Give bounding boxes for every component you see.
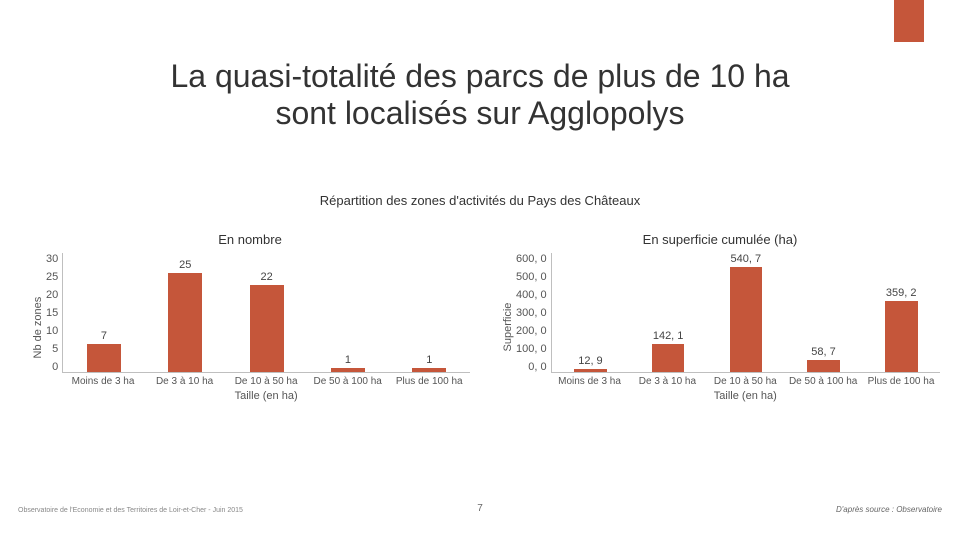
xtick-label: De 50 à 100 ha (784, 376, 862, 388)
chart-right-plot: 12, 9 142, 1 540, 7 58, 7 359, 2 (551, 253, 940, 373)
ytick-label: 200, 0 (516, 325, 547, 337)
chart-left-plot: 7 25 22 1 1 (62, 253, 470, 373)
ytick-label: 0 (52, 361, 58, 373)
chart-left-xaxis: Moins de 3 haDe 3 à 10 haDe 10 à 50 haDe… (62, 376, 470, 388)
title-line-2: sont localisés sur Agglopolys (0, 95, 960, 132)
bar-column: 25 (145, 253, 226, 372)
charts-row: En nombre Nb de zones 30 25 20 15 10 5 0 7 25 22… (30, 232, 940, 402)
bar-value-label: 540, 7 (731, 253, 762, 265)
chart-right-xaxis-title: Taille (en ha) (551, 390, 940, 402)
bar-column: 1 (307, 253, 388, 372)
ytick-label: 15 (46, 307, 58, 319)
bar-rect (885, 301, 918, 372)
bar-value-label: 58, 7 (811, 346, 835, 358)
xtick-label: De 3 à 10 ha (628, 376, 706, 388)
bar-rect (574, 369, 607, 372)
xtick-label: Moins de 3 ha (551, 376, 629, 388)
bar-value-label: 1 (345, 354, 351, 366)
xtick-label: De 10 à 50 ha (225, 376, 307, 388)
bar-rect (412, 368, 446, 372)
xtick-label: Moins de 3 ha (62, 376, 144, 388)
bar-value-label: 359, 2 (886, 287, 917, 299)
ytick-label: 10 (46, 325, 58, 337)
bar-value-label: 142, 1 (653, 330, 684, 342)
chart-right-yaxis: 600, 0 500, 0 400, 0 300, 0 200, 0 100, 0 0, 0 (516, 253, 551, 373)
chart-right-ylabel: Superficie (500, 253, 516, 402)
ytick-label: 30 (46, 253, 58, 265)
ytick-label: 300, 0 (516, 307, 547, 319)
bar-column: 142, 1 (629, 253, 707, 372)
footer-right: D'après source : Observatoire (836, 505, 942, 514)
page-title: La quasi-totalité des parcs de plus de 1… (0, 58, 960, 132)
chart-left-title: En nombre (30, 232, 470, 247)
bar-column: 12, 9 (552, 253, 630, 372)
ytick-label: 5 (52, 343, 58, 355)
chart-left-xaxis-title: Taille (en ha) (62, 390, 470, 402)
chart-left-ylabel: Nb de zones (30, 253, 46, 402)
page-number: 7 (477, 503, 483, 514)
chart-right-xaxis: Moins de 3 haDe 3 à 10 haDe 10 à 50 haDe… (551, 376, 940, 388)
ytick-label: 100, 0 (516, 343, 547, 355)
ytick-label: 500, 0 (516, 271, 547, 283)
ytick-label: 20 (46, 289, 58, 301)
xtick-label: De 3 à 10 ha (144, 376, 226, 388)
chart-right-title: En superficie cumulée (ha) (500, 232, 940, 247)
bar-rect (652, 344, 685, 372)
bar-value-label: 25 (179, 259, 191, 271)
bar-column: 1 (389, 253, 470, 372)
bar-value-label: 7 (101, 330, 107, 342)
ytick-label: 25 (46, 271, 58, 283)
chart-left: En nombre Nb de zones 30 25 20 15 10 5 0 7 25 22… (30, 232, 470, 402)
bar-column: 58, 7 (785, 253, 863, 372)
ytick-label: 400, 0 (516, 289, 547, 301)
bar-rect (250, 285, 284, 372)
bar-column: 7 (63, 253, 144, 372)
bar-column: 359, 2 (862, 253, 940, 372)
footer-left: Observatoire de l'Economie et des Territ… (18, 507, 243, 514)
bar-rect (331, 368, 365, 372)
bar-column: 540, 7 (707, 253, 785, 372)
bar-value-label: 12, 9 (578, 355, 602, 367)
chart-group-subtitle: Répartition des zones d'activités du Pay… (0, 193, 960, 208)
bar-rect (807, 360, 840, 372)
bar-rect (87, 344, 121, 372)
bar-value-label: 22 (260, 271, 272, 283)
accent-tab (894, 0, 924, 42)
xtick-label: De 50 à 100 ha (307, 376, 389, 388)
bar-rect (730, 267, 763, 372)
xtick-label: De 10 à 50 ha (706, 376, 784, 388)
title-line-1: La quasi-totalité des parcs de plus de 1… (0, 58, 960, 95)
xtick-label: Plus de 100 ha (388, 376, 470, 388)
chart-left-yaxis: 30 25 20 15 10 5 0 (46, 253, 62, 373)
xtick-label: Plus de 100 ha (862, 376, 940, 388)
bar-column: 22 (226, 253, 307, 372)
bar-rect (168, 273, 202, 372)
bar-value-label: 1 (426, 354, 432, 366)
chart-right: En superficie cumulée (ha) Superficie 60… (500, 232, 940, 402)
ytick-label: 600, 0 (516, 253, 547, 265)
ytick-label: 0, 0 (528, 361, 546, 373)
